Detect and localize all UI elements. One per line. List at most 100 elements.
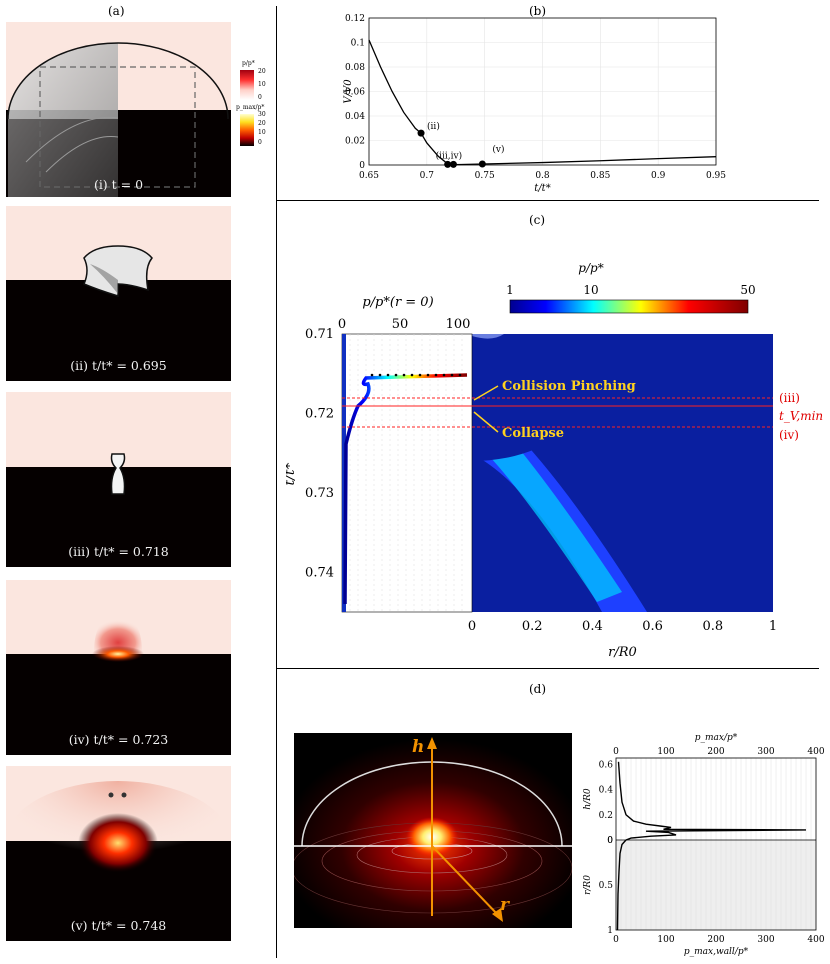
plot-frame — [615, 757, 817, 931]
chart-d: 001001002002003003004004000.60.40.2000.5… — [583, 733, 825, 957]
sketch-r-label: r — [500, 895, 509, 915]
bottom-tick-label: 300 — [757, 935, 774, 945]
data-point-label: (ii) — [427, 121, 440, 132]
lower-tick-label: 0 — [607, 836, 613, 846]
x-tick-label: 0.8 — [535, 171, 550, 181]
profile-marker — [402, 373, 406, 377]
ref-label-tvmin: t_V,min — [779, 409, 823, 423]
lower-y-label: r/R0 — [583, 875, 593, 895]
x-tick-label: 0 — [468, 619, 476, 634]
left-tick-label: 50 — [392, 317, 409, 332]
profile-marker — [434, 373, 438, 377]
chart-b: 0 0.02 0.04 0.06 0.08 0.1 0.12 0.65 0.7 0.75 0.8 0.… — [343, 14, 726, 194]
profile-marker — [450, 373, 454, 377]
y-tick-label: 0.06 — [345, 88, 365, 98]
left-tick-label: 0 — [338, 317, 346, 332]
x-tick-label: 0.85 — [590, 171, 610, 181]
top-axis-label: p_max/p* — [695, 733, 738, 743]
data-point — [478, 160, 486, 168]
lower-tick-label: 0.5 — [599, 881, 614, 891]
frame-iii: (iii) t/t* = 0.718 — [6, 392, 231, 567]
y-tick-label: 0.1 — [351, 39, 365, 49]
annotation-collision: Collision Pinching — [502, 379, 636, 394]
x-tick-label: 0.65 — [359, 171, 379, 181]
y-tick-label: 0 — [359, 161, 365, 171]
y-tick-label: 0.02 — [345, 137, 365, 147]
profile-marker — [458, 373, 462, 377]
data-point — [444, 160, 452, 168]
x-tick-label: 0.7 — [420, 171, 435, 181]
ref-label-iii: (iii) — [779, 391, 800, 405]
annotation-collapse: Collapse — [502, 426, 564, 441]
upper-series-line — [617, 761, 807, 841]
top-tick-label: 400 — [807, 747, 824, 757]
x-axis-label: r/R0 — [608, 645, 637, 660]
x-tick-label: 0.75 — [475, 171, 495, 181]
frame-iv: (iv) t/t* = 0.723 — [6, 580, 231, 755]
colorbar-tick-label: 10 — [583, 283, 598, 297]
upper-tick-label: 0.2 — [599, 811, 613, 821]
chart-c: p/p* 1 10 50 0 0.2 0.4 0.6 0.8 1 r/R0 0 50 100 p/p*(r … — [286, 261, 823, 660]
profile-marker — [410, 373, 414, 377]
y-tick-label: 0.74 — [305, 565, 334, 580]
heatmap-hatch — [472, 334, 504, 339]
upper-y-label: h/R0 — [583, 788, 593, 810]
data-point-label: (iii,iv) — [436, 150, 462, 161]
x-tick-label: 0.9 — [651, 171, 666, 181]
bottom-tick-label: 100 — [657, 935, 674, 945]
frame-caption: (iii) t/t* = 0.718 — [68, 544, 169, 559]
plot-frame — [368, 17, 717, 166]
profile-marker — [386, 373, 390, 377]
panel-d-label: (d) — [529, 682, 547, 696]
profile-marker — [418, 373, 422, 377]
frame-caption: (ii) t/t* = 0.695 — [70, 358, 167, 373]
sketch-h-label: h — [412, 737, 425, 757]
x-tick-label: 0.2 — [522, 619, 543, 634]
annotation-pointer — [473, 411, 499, 433]
divider-c-d — [277, 668, 819, 669]
x-tick-label: 0.6 — [642, 619, 663, 634]
profile-marker — [426, 373, 430, 377]
profile-marker — [370, 373, 374, 377]
ref-label-iv: (iv) — [779, 428, 799, 442]
upper-tick-label: 0.4 — [599, 786, 614, 796]
top-tick-label: 200 — [707, 747, 724, 757]
bottom-axis-label: p_max,wall/p* — [684, 947, 749, 957]
x-tick-label: 0.4 — [582, 619, 603, 634]
frame-v: (v) t/t* = 0.748 — [6, 766, 231, 941]
y-tick-label: 0.73 — [305, 486, 334, 501]
colorbar-label: p/p* — [578, 261, 603, 275]
data-point-label: (v) — [492, 144, 504, 155]
panel-c-label: (c) — [529, 213, 546, 227]
left-profile-edge — [342, 334, 346, 612]
lower-tick-label: 1 — [607, 926, 613, 936]
upper-tick-label: 0.6 — [599, 760, 614, 770]
colorbar — [509, 299, 749, 314]
data-point — [417, 129, 425, 137]
colorbar-tick-label: 1 — [506, 283, 514, 297]
upper-tick-label: 0 — [607, 836, 613, 846]
frame-caption: (v) t/t* = 0.748 — [70, 918, 167, 933]
y-tick-label: 0.71 — [305, 327, 334, 342]
pressure-profile — [343, 373, 468, 605]
bottom-tick-label: 200 — [707, 935, 724, 945]
y-tick-label: 0.72 — [305, 406, 334, 421]
bottom-tick-label: 400 — [807, 935, 824, 945]
x-tick-label: 1 — [769, 619, 777, 634]
y-tick-label: 0.08 — [345, 63, 365, 73]
frame-caption: (i) t = 0 — [93, 177, 144, 192]
profile-marker — [394, 373, 398, 377]
top-tick-label: 0 — [613, 747, 619, 757]
x-axis-label: t/t* — [534, 183, 550, 194]
divider-vertical — [276, 6, 277, 958]
data-point — [449, 160, 457, 168]
lower-series-line — [616, 839, 627, 931]
sketch-d: h r — [294, 733, 572, 928]
colorbar-tick-label: 50 — [740, 283, 755, 297]
x-tick-label: 0.8 — [702, 619, 723, 634]
divider-b-c — [277, 200, 819, 201]
bottom-tick-label: 0 — [613, 935, 619, 945]
top-tick-label: 300 — [757, 747, 774, 757]
y-tick-label: 0.04 — [345, 112, 365, 122]
y-axis-label: t/t* — [286, 463, 298, 486]
